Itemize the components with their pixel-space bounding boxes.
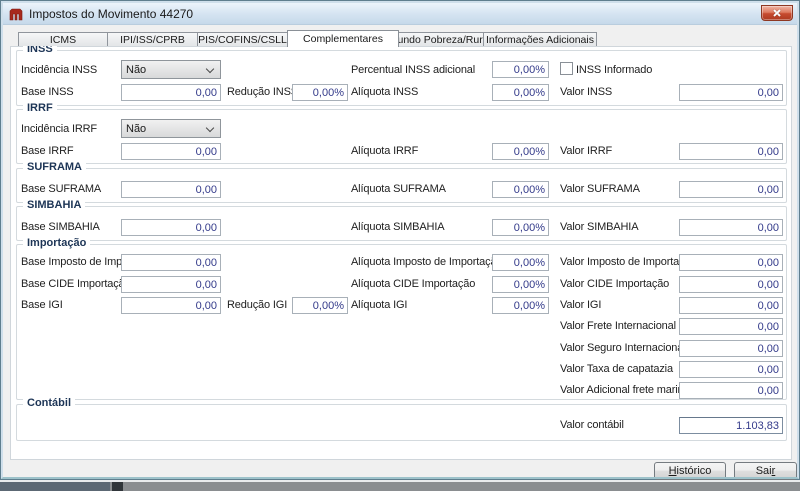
inss-informado-checkbox[interactable] xyxy=(560,62,573,75)
taskbar xyxy=(0,482,800,491)
tab-ipi-iss-cprb[interactable]: IPI/ISS/CPRB xyxy=(107,32,198,46)
incidencia-inss-select[interactable]: Não xyxy=(121,60,221,79)
valor-cide-importacao-field[interactable] xyxy=(679,276,783,293)
valor-adicional-frete-marinha-field[interactable] xyxy=(679,382,783,399)
valor-simbahia-field[interactable] xyxy=(679,219,783,236)
base-inss-field[interactable] xyxy=(121,84,221,101)
valor-contabil-field[interactable] xyxy=(679,417,783,434)
inss-group: INSS Incidência INSS Não Percentual INSS… xyxy=(16,43,787,106)
incidencia-inss-label: Incidência INSS xyxy=(21,64,98,76)
base-suframa-field[interactable] xyxy=(121,181,221,198)
percentual-inss-adicional-field[interactable] xyxy=(492,61,549,78)
sair-button[interactable]: Sair xyxy=(734,462,797,480)
importacao-group-title: Importação xyxy=(23,237,91,249)
chevron-down-icon xyxy=(205,64,215,74)
incidencia-irrf-select[interactable]: Não xyxy=(121,119,221,138)
importacao-group: Importação Base Imposto de Imp. Alíquota… xyxy=(16,237,787,400)
window-title: Impostos do Movimento 44270 xyxy=(29,6,194,21)
aliquota-inss-field[interactable] xyxy=(492,84,549,101)
valor-inss-label: Valor INSS xyxy=(560,86,613,98)
tab-page-complementares: INSS Incidência INSS Não Percentual INSS… xyxy=(10,43,792,460)
valor-suframa-label: Valor SUFRAMA xyxy=(560,183,640,195)
valor-seguro-internacional-label: Valor Seguro Internacional xyxy=(560,342,686,354)
incidencia-inss-value: Não xyxy=(126,64,147,76)
aliquota-simbahia-field[interactable] xyxy=(492,219,549,236)
valor-imposto-importacao-label: Valor Imposto de Importação xyxy=(560,256,697,268)
contabil-group-title: Contábil xyxy=(23,397,75,409)
base-cide-importacao-label: Base CIDE Importação xyxy=(21,278,131,290)
tab-pis-cofins-csll[interactable]: PIS/COFINS/CSLL xyxy=(197,32,288,46)
valor-irrf-label: Valor IRRF xyxy=(560,145,613,157)
base-imposto-importacao-label: Base Imposto de Imp. xyxy=(21,256,125,268)
aliquota-inss-label: Alíquota INSS xyxy=(351,86,419,98)
base-igi-field[interactable] xyxy=(121,297,221,314)
aliquota-imposto-importacao-label: Alíquota Imposto de Importação xyxy=(351,256,503,268)
historico-button[interactable]: Histórico xyxy=(654,462,726,480)
valor-taxa-capatazia-label: Valor Taxa de capatazia xyxy=(560,363,673,375)
base-simbahia-field[interactable] xyxy=(121,219,221,236)
tab-complementares[interactable]: Complementares xyxy=(287,30,399,47)
simbahia-group: SIMBAHIA Base SIMBAHIA Alíquota SIMBAHIA… xyxy=(16,199,787,241)
valor-suframa-field[interactable] xyxy=(679,181,783,198)
aliquota-simbahia-label: Alíquota SIMBAHIA xyxy=(351,221,445,233)
base-irrf-label: Base IRRF xyxy=(21,145,74,157)
valor-frete-internacional-field[interactable] xyxy=(679,318,783,335)
valor-contabil-label: Valor contábil xyxy=(560,419,624,431)
base-inss-label: Base INSS xyxy=(21,86,74,98)
reducao-inss-label: Redução INSS xyxy=(227,86,298,98)
reducao-igi-label: Redução IGI xyxy=(227,299,288,311)
aliquota-cide-importacao-field[interactable] xyxy=(492,276,549,293)
incidencia-irrf-label: Incidência IRRF xyxy=(21,123,98,135)
aliquota-cide-importacao-label: Alíquota CIDE Importação xyxy=(351,278,476,290)
valor-cide-importacao-label: Valor CIDE Importação xyxy=(560,278,670,290)
sair-button-label: Sai xyxy=(755,465,772,477)
tab-icms[interactable]: ICMS xyxy=(18,32,108,46)
aliquota-igi-label: Alíquota IGI xyxy=(351,299,408,311)
aliquota-irrf-label: Alíquota IRRF xyxy=(351,145,419,157)
valor-inss-field[interactable] xyxy=(679,84,783,101)
suframa-group: SUFRAMA Base SUFRAMA Alíquota SUFRAMA Va… xyxy=(16,161,787,203)
incidencia-irrf-value: Não xyxy=(126,123,147,135)
suframa-group-title: SUFRAMA xyxy=(23,161,86,173)
base-imposto-importacao-field[interactable] xyxy=(121,254,221,271)
valor-igi-label: Valor IGI xyxy=(560,299,602,311)
valor-imposto-importacao-field[interactable] xyxy=(679,254,783,271)
aliquota-igi-field[interactable] xyxy=(492,297,549,314)
valor-adicional-frete-marinha-label: Valor Adicional frete marinha xyxy=(560,384,696,396)
tab-fundo-pobreza-rural[interactable]: Fundo Pobreza/Rural xyxy=(398,32,484,46)
base-cide-importacao-field[interactable] xyxy=(121,276,221,293)
tab-informacoes-adicionais[interactable]: Informações Adicionais xyxy=(483,32,597,46)
base-irrf-field[interactable] xyxy=(121,143,221,160)
titlebar[interactable]: Impostos do Movimento 44270 xyxy=(3,3,797,25)
reducao-igi-field[interactable] xyxy=(292,297,348,314)
chevron-down-icon xyxy=(205,123,215,133)
close-icon[interactable] xyxy=(761,5,793,21)
base-suframa-label: Base SUFRAMA xyxy=(21,183,102,195)
inss-informado-label: INSS Informado xyxy=(576,64,653,76)
valor-irrf-field[interactable] xyxy=(679,143,783,160)
reducao-inss-field[interactable] xyxy=(292,84,348,101)
valor-seguro-internacional-field[interactable] xyxy=(679,340,783,357)
irrf-group-title: IRRF xyxy=(23,102,57,114)
app-icon xyxy=(9,8,23,20)
valor-simbahia-label: Valor SIMBAHIA xyxy=(560,221,639,233)
aliquota-imposto-importacao-field[interactable] xyxy=(492,254,549,271)
irrf-group: IRRF Incidência IRRF Não Base IRRF Alíqu… xyxy=(16,102,787,164)
contabil-group: Contábil Valor contábil xyxy=(16,397,787,441)
base-igi-label: Base IGI xyxy=(21,299,63,311)
aliquota-suframa-field[interactable] xyxy=(492,181,549,198)
percentual-inss-adicional-label: Percentual INSS adicional xyxy=(351,64,476,76)
valor-taxa-capatazia-field[interactable] xyxy=(679,361,783,378)
aliquota-suframa-label: Alíquota SUFRAMA xyxy=(351,183,446,195)
simbahia-group-title: SIMBAHIA xyxy=(23,199,86,211)
taskbar-start-segment[interactable] xyxy=(0,482,110,491)
aliquota-irrf-field[interactable] xyxy=(492,143,549,160)
dialog-window: Impostos do Movimento 44270 ICMS IPI/ISS… xyxy=(0,0,800,480)
taskbar-app-icon[interactable] xyxy=(112,482,123,491)
valor-igi-field[interactable] xyxy=(679,297,783,314)
inss-group-title: INSS xyxy=(23,43,57,55)
tabstrip: ICMS IPI/ISS/CPRB PIS/COFINS/CSLL Comple… xyxy=(18,30,597,47)
base-simbahia-label: Base SIMBAHIA xyxy=(21,221,100,233)
valor-frete-internacional-label: Valor Frete Internacional xyxy=(560,320,676,332)
